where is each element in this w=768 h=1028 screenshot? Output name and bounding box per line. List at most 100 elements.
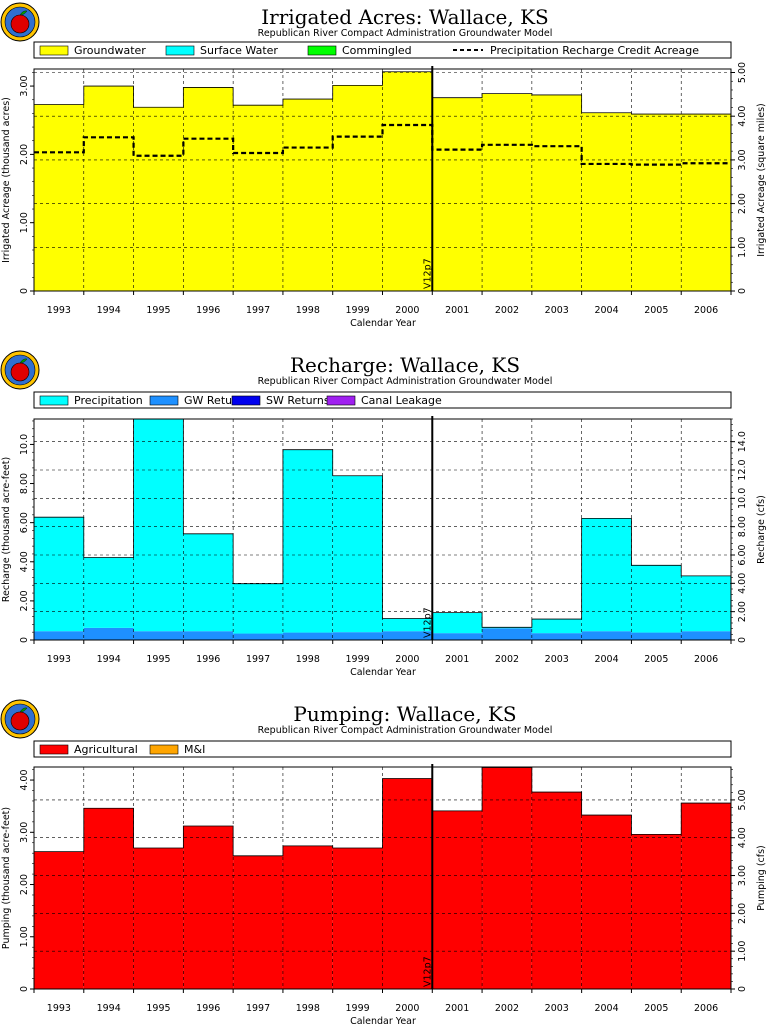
x-tick-label: 2004 — [594, 654, 618, 665]
y-tick-label: 1.00 — [19, 926, 30, 947]
y-right-tick-label: 2.00 — [737, 193, 748, 214]
y-right-tick-label: 14.0 — [737, 431, 748, 452]
x-tick-label: 2001 — [445, 305, 469, 316]
bar-groundwater — [581, 112, 632, 292]
y-axis-label: Recharge (thousand acre-feet) — [1, 457, 12, 602]
y-right-tick-label: 1.00 — [737, 941, 748, 962]
x-axis-label: Calendar Year — [350, 667, 416, 678]
x-tick-label: 2006 — [694, 654, 718, 665]
x-tick-label: 1994 — [97, 305, 121, 316]
apple-logo — [0, 699, 40, 739]
x-tick-label: 1997 — [246, 305, 270, 316]
bar-gw-returns — [83, 627, 134, 640]
bar-groundwater — [34, 104, 84, 292]
bar-precipitation — [581, 518, 632, 632]
pumping-bars — [34, 767, 731, 989]
legend-swatch — [165, 45, 195, 56]
bar-agricultural — [432, 810, 483, 989]
y-right-tick-label: 1.00 — [737, 237, 748, 258]
bar-agricultural — [631, 834, 682, 989]
x-tick-label: 1994 — [97, 1003, 121, 1014]
bar-outline — [33, 767, 732, 989]
y-right-tick-label: 4.00 — [737, 573, 748, 594]
legend-item: Canal Leakage — [326, 394, 442, 407]
y-right-axis-label: Recharge (cfs) — [756, 495, 767, 564]
y-right-axis-label: Irrigated Acreage (square miles) — [756, 103, 767, 257]
y-right-axis-label: Pumping (cfs) — [756, 845, 767, 911]
x-axis-label: Calendar Year — [350, 1016, 416, 1024]
y-tick-label: 8.00 — [19, 473, 30, 494]
x-tick-label: 2001 — [445, 1003, 469, 1014]
y-right-tick-label: 5.00 — [737, 789, 748, 810]
legend-label: Precipitation — [74, 394, 143, 407]
bar-agricultural — [282, 845, 333, 989]
x-tick-label: 1994 — [97, 654, 121, 665]
legend-swatch — [307, 45, 337, 56]
bar-precipitation — [531, 619, 582, 634]
x-tick-label: 1998 — [296, 1003, 320, 1014]
bar-agricultural — [34, 851, 84, 989]
recharge-legend: Precipitation GW Returns SW Returns Canal L… — [33, 391, 732, 409]
x-tick-label: 2001 — [445, 654, 469, 665]
y-tick-label: 1.00 — [19, 212, 30, 233]
bar-gw-returns — [133, 631, 184, 640]
x-tick-label: 1993 — [47, 1003, 71, 1014]
y-right-tick-label: 4.00 — [737, 827, 748, 848]
y-tick-label: 4.00 — [19, 551, 30, 572]
bar-precipitation — [432, 612, 483, 634]
x-axis-label: Calendar Year — [350, 318, 416, 329]
y-right-tick-label: 8.00 — [737, 516, 748, 537]
bar-precipitation — [133, 419, 184, 632]
bar-precipitation — [482, 627, 532, 629]
bar-gw-returns — [482, 628, 532, 640]
y-tick-label: 2.00 — [19, 590, 30, 611]
bar-gw-returns — [332, 632, 383, 640]
bar-outline — [33, 418, 732, 640]
y-tick-label: 0 — [19, 637, 30, 643]
irrigated-bars — [34, 71, 731, 292]
bar-gw-returns — [233, 633, 283, 640]
bar-agricultural — [233, 855, 283, 989]
legend-swatch — [39, 744, 69, 755]
x-tick-label: 1996 — [196, 1003, 220, 1014]
bar-groundwater — [631, 114, 682, 292]
bar-agricultural — [482, 767, 532, 989]
x-tick-label: 1997 — [246, 1003, 270, 1014]
x-tick-label: 1995 — [146, 305, 170, 316]
legend-label: Surface Water — [200, 44, 278, 57]
apple-logo — [0, 2, 40, 42]
x-tick-label: 1995 — [146, 1003, 170, 1014]
y-right-tick-label: 12.0 — [737, 459, 748, 480]
legend-item: Agricultural — [39, 743, 138, 756]
legend-item: Groundwater — [39, 44, 146, 57]
x-tick-label: 1999 — [346, 1003, 370, 1014]
bar-groundwater — [282, 99, 333, 291]
bar-gw-returns — [581, 631, 632, 640]
bar-groundwater — [83, 86, 134, 291]
x-tick-label: 1998 — [296, 654, 320, 665]
bar-gw-returns — [183, 631, 234, 640]
x-tick-label: 2002 — [495, 305, 519, 316]
x-tick-label: 1993 — [47, 654, 71, 665]
x-tick-label: 2006 — [694, 1003, 718, 1014]
pumping-title: Pumping: Wallace, KS — [293, 702, 516, 726]
legend-swatch — [149, 744, 179, 755]
apple-logo — [0, 350, 40, 390]
legend-item: Precipitation Recharge Credit Acreage — [453, 44, 699, 57]
x-tick-label: 2006 — [694, 305, 718, 316]
legend-swatch — [39, 395, 69, 406]
x-tick-label: 2005 — [644, 305, 668, 316]
x-tick-label: 2000 — [395, 305, 419, 316]
x-tick-label: 1999 — [346, 305, 370, 316]
y-right-tick-label: 0 — [737, 637, 748, 643]
legend-label: M&I — [184, 743, 205, 756]
bar-agricultural — [83, 808, 134, 989]
y-tick-label: 3.00 — [19, 75, 30, 96]
irrigated-legend: Groundwater Surface Water Commingled Precip… — [33, 41, 732, 59]
y-tick-label: 2.00 — [19, 144, 30, 165]
marker-label: V12p7 — [422, 607, 433, 638]
y-tick-label: 0 — [19, 986, 30, 992]
recharge-subtitle: Republican River Compact Administration … — [258, 376, 553, 387]
